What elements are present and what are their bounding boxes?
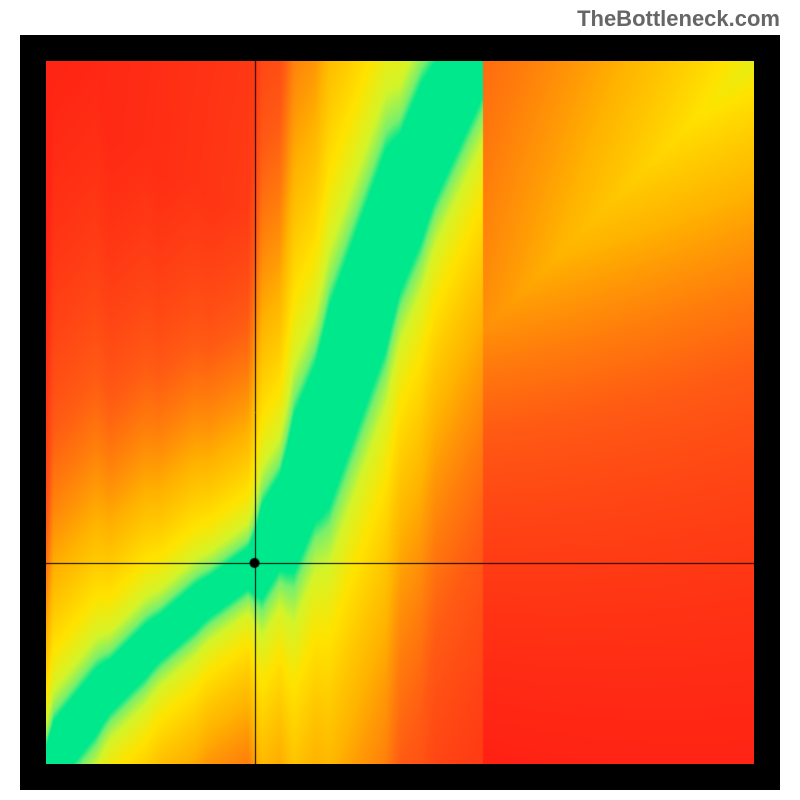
bottleneck-heatmap bbox=[46, 61, 754, 764]
watermark-text: TheBottleneck.com bbox=[577, 6, 780, 32]
